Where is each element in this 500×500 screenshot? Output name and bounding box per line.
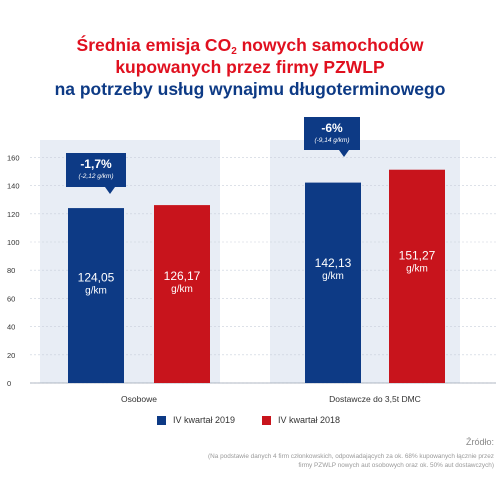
title-subscript: 2 (231, 46, 237, 57)
change-absolute-label: (-2,12 g/km) (78, 173, 113, 180)
chart-title-line-1: Średnia emisja CO2 nowych samochodów (0, 34, 500, 57)
legend-swatch-2019 (157, 415, 166, 425)
y-tick-label: 100 (7, 238, 20, 247)
source-note-line-1: (Na podstawie danych 4 firm członkowskic… (208, 453, 494, 460)
source-note-line-2: firmy PZWLP nowych aut osobowych oraz ok… (298, 462, 494, 469)
source-note: (Na podstawie danych 4 firm członkowskic… (194, 452, 494, 470)
chart-title-line-2: kupowanych przez firmy PZWLP (115, 57, 385, 77)
change-percent-label: -1,7% (80, 157, 112, 171)
change-absolute-label: (-9,14 g/km) (314, 137, 349, 144)
legend-swatch-2018 (262, 415, 271, 425)
chart-title-line-3: na potrzeby usług wynajmu długoterminowe… (54, 79, 446, 99)
y-tick-label: 80 (7, 266, 15, 275)
bar-unit-label: g/km (85, 286, 107, 297)
bar-value-label: 151,27 (399, 248, 436, 262)
bar-value-label: 124,05 (78, 271, 115, 285)
change-percent-label: -6% (321, 121, 343, 135)
bar-value-label: 142,13 (315, 256, 352, 270)
bar-2019-2 (305, 182, 361, 383)
y-tick-label: 20 (7, 351, 15, 360)
bar-value-label: 126,17 (164, 269, 201, 283)
y-tick-label: 120 (7, 210, 20, 219)
source-label: Źródło: (465, 437, 494, 447)
bar-2018-2 (389, 169, 445, 383)
bar-2018-1 (154, 205, 210, 383)
x-category-label: Dostawcze do 3,5t DMC (329, 394, 421, 404)
legend-label-2018: IV kwartał 2018 (278, 415, 341, 425)
title-text-end: nowych samochodów (236, 35, 424, 55)
bar-unit-label: g/km (322, 271, 344, 282)
y-tick-label: 40 (7, 323, 15, 332)
title-text: Średnia emisja CO (76, 35, 232, 55)
y-tick-label: 0 (7, 379, 11, 388)
y-tick-label: 160 (7, 153, 20, 162)
legend-item-2018: IV kwartał 2018 (262, 415, 340, 425)
y-tick-label: 140 (7, 182, 20, 191)
bar-unit-label: g/km (171, 284, 193, 295)
legend-label-2019: IV kwartał 2019 (173, 415, 236, 425)
change-callout-2 (304, 117, 360, 157)
change-callout-1 (66, 153, 126, 194)
bar-2019-1 (68, 208, 124, 383)
x-category-label: Osobowe (121, 394, 157, 404)
bar-unit-label: g/km (406, 263, 428, 274)
legend-item-2019: IV kwartał 2019 (157, 415, 235, 425)
y-tick-label: 60 (7, 294, 15, 303)
